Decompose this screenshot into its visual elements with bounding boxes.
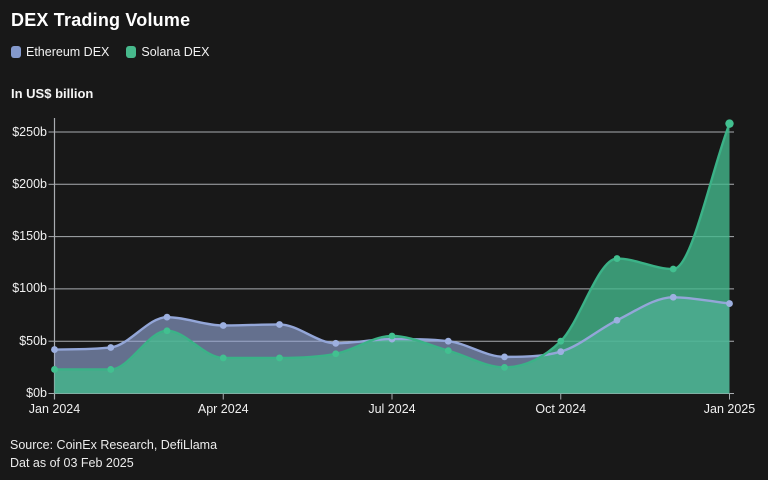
ethereum-data-point-dot[interactable] xyxy=(613,316,621,324)
ethereum-data-point-dot[interactable] xyxy=(332,339,340,347)
solana-data-point-dot[interactable] xyxy=(276,354,283,362)
ethereum-data-point-dot[interactable] xyxy=(219,322,227,329)
ethereum-data-point-dot[interactable] xyxy=(557,348,565,356)
solana-data-point-dot[interactable] xyxy=(163,327,171,335)
source-note: Source: CoinEx Research, DefiLlama Dat a… xyxy=(10,436,217,472)
legend-label-ethereum: Ethereum DEX xyxy=(26,45,110,59)
ethereum-data-point-dot[interactable] xyxy=(726,300,733,307)
source-line-1: Source: CoinEx Research, DefiLlama xyxy=(10,438,218,452)
ethereum-data-point-dot[interactable] xyxy=(669,293,677,301)
solana-data-point-dot[interactable] xyxy=(501,363,508,371)
solana-data-point-dot[interactable] xyxy=(669,265,677,273)
solana-data-point-dot[interactable] xyxy=(388,332,396,340)
solana-area xyxy=(54,123,730,394)
ethereum-data-point-dot[interactable] xyxy=(107,344,115,351)
solana-data-point-dot[interactable] xyxy=(332,350,340,358)
ethereum-data-point-dot[interactable] xyxy=(444,337,452,345)
legend-item-ethereum: Ethereum DEX xyxy=(11,45,109,59)
solana-data-point-dot[interactable] xyxy=(557,337,565,345)
ethereum-data-point-dot[interactable] xyxy=(51,346,58,353)
solana-legend-swatch-icon xyxy=(126,46,137,58)
ethereum-data-point-dot[interactable] xyxy=(501,353,508,361)
solana-data-point-dot[interactable] xyxy=(107,366,115,373)
ethereum-data-point-dot[interactable] xyxy=(163,313,171,321)
legend-label-solana: Solana DEX xyxy=(141,45,210,59)
ethereum-legend-swatch-icon xyxy=(11,46,21,58)
y-axis-unit-label: In US$ billion xyxy=(11,86,94,101)
source-line-2: Dat as of 03 Feb 2025 xyxy=(10,456,134,470)
page-title: DEX Trading Volume xyxy=(11,10,191,30)
solana-data-point-dot[interactable] xyxy=(51,366,58,373)
solana-data-point-dot[interactable] xyxy=(444,347,452,355)
solana-data-point-dot[interactable] xyxy=(613,255,621,262)
ethereum-data-point-dot[interactable] xyxy=(276,321,283,328)
legend-item-solana: Solana DEX xyxy=(126,45,209,59)
chart-legend: Ethereum DEX Solana DEX xyxy=(11,45,209,59)
solana-data-point-dot[interactable] xyxy=(219,354,227,362)
solana-data-point-dot[interactable] xyxy=(725,119,734,128)
